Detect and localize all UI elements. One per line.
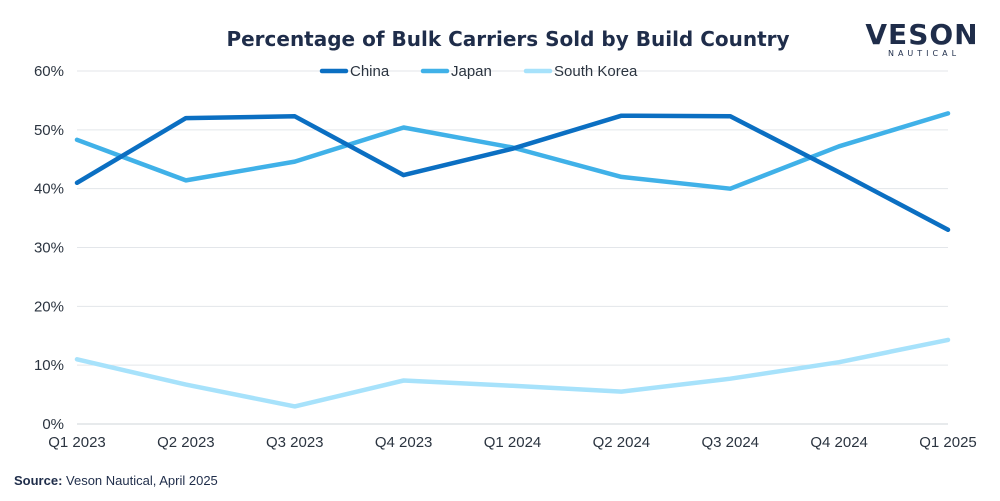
- x-tick-label: Q1 2024: [484, 434, 542, 451]
- x-tick-label: Q4 2023: [375, 434, 433, 451]
- x-tick-label: Q4 2024: [810, 434, 868, 451]
- veson-logo: VESON NAUTICAL: [865, 18, 978, 58]
- y-tick-label: 20%: [34, 298, 64, 315]
- x-tick-label: Q2 2023: [157, 434, 215, 451]
- y-tick-label: 30%: [34, 240, 64, 257]
- source-label: Source:: [14, 473, 62, 488]
- legend-label-japan: Japan: [451, 63, 492, 80]
- chart-title: Percentage of Bulk Carriers Sold by Buil…: [226, 27, 789, 51]
- y-tick-label: 10%: [34, 357, 64, 374]
- x-tick-label: Q2 2024: [593, 434, 651, 451]
- y-tick-label: 0%: [42, 416, 64, 433]
- source-text: Veson Nautical, April 2025: [62, 473, 217, 488]
- x-axis: Q1 2023 Q2 2023 Q3 2023 Q4 2023 Q1 2024 Q2 20…: [48, 434, 977, 451]
- series-line-south-korea: [74, 337, 951, 409]
- x-tick-label: Q1 2025: [919, 434, 977, 451]
- y-tick-label: 50%: [34, 122, 64, 139]
- source-note: Source: Veson Nautical, April 2025: [14, 473, 218, 488]
- x-tick-label: Q1 2023: [48, 434, 106, 451]
- y-tick-label: 60%: [34, 63, 64, 80]
- series-lines: [74, 111, 951, 409]
- legend-label-china: China: [350, 63, 390, 80]
- grid: [77, 70, 948, 425]
- y-axis: 0% 10% 20% 30% 40% 50% 60%: [34, 63, 64, 433]
- legend: China Japan South Korea: [319, 63, 638, 80]
- legend-label-south-korea: South Korea: [554, 63, 638, 80]
- logo-subtitle: NAUTICAL: [888, 49, 960, 58]
- x-tick-label: Q3 2024: [701, 434, 759, 451]
- logo-wordmark: VESON: [865, 18, 978, 51]
- series-line-china: [74, 113, 951, 233]
- x-tick-label: Q3 2023: [266, 434, 324, 451]
- y-tick-label: 40%: [34, 181, 64, 198]
- series-line-japan: [74, 111, 951, 191]
